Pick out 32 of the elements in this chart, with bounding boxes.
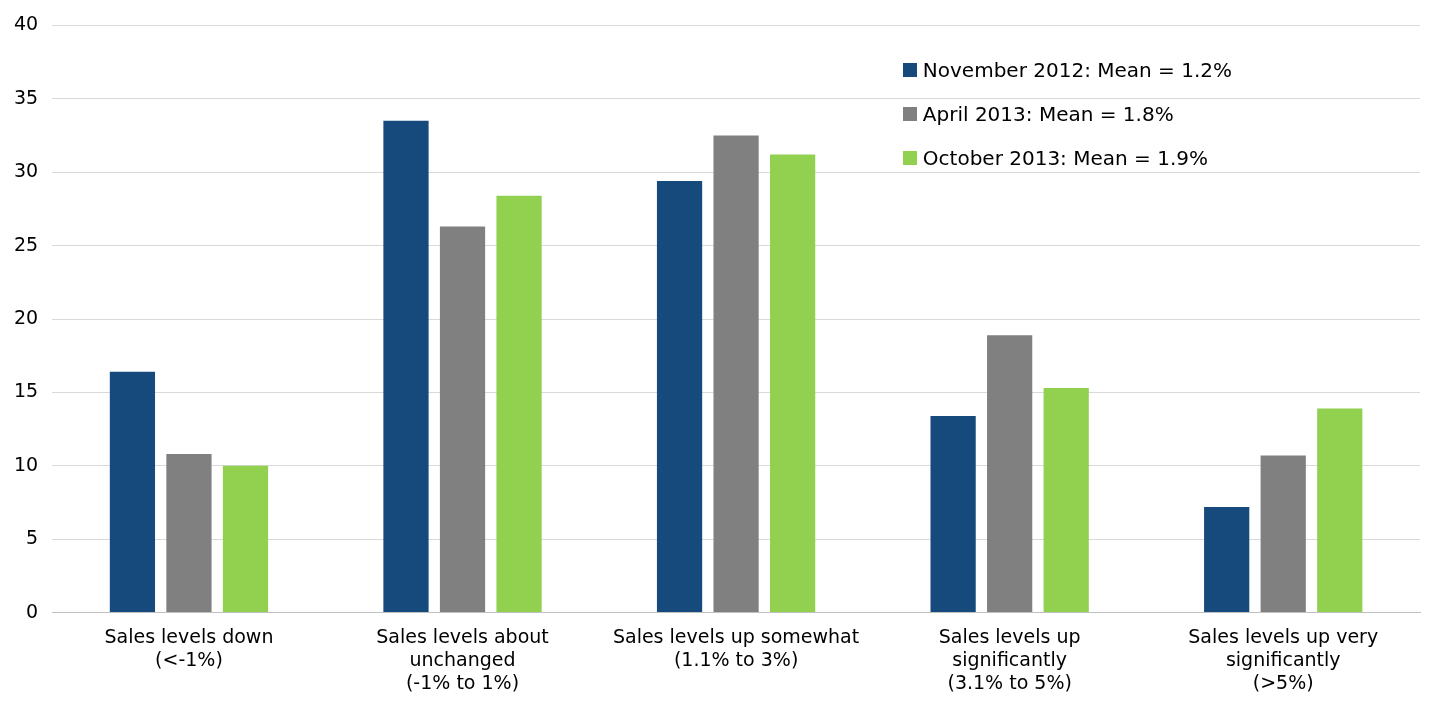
y-tick-label: 10 [13,452,39,475]
bar [109,371,156,613]
y-tick-label: 5 [26,526,39,549]
bar [439,226,486,613]
bar [222,465,269,613]
bar [496,195,542,613]
y-tick-label: 30 [13,159,39,182]
bar [1204,506,1250,613]
bar [383,120,429,613]
x-tick-label: Sales levels up very significantly (>5%) [1188,624,1379,693]
legend-label: November 2012: Mean = 1.2% [922,58,1232,82]
bar [1260,455,1306,613]
legend-label: October 2013: Mean = 1.9% [922,146,1208,170]
bar [987,335,1033,613]
bar [656,181,703,613]
bar [1317,408,1363,613]
y-tick-label: 25 [13,232,39,255]
y-tick-label: 0 [26,599,39,622]
bar [770,154,816,613]
x-tick-label: Sales levels up somewhat (1.1% to 3%) [612,624,860,670]
bar [1043,388,1089,613]
x-tick-label: Sales levels about unchanged (-1% to 1%) [376,624,549,693]
bar [713,135,759,613]
y-tick-label: 35 [13,85,39,108]
y-tick-label: 15 [13,379,39,402]
y-tick-label: 40 [13,12,39,35]
y-tick-label: 20 [13,305,39,328]
bar [930,415,976,613]
legend-label: April 2013: Mean = 1.8% [922,102,1174,126]
bar [166,454,212,613]
x-tick-label: Sales levels up significantly (3.1% to 5%) [938,624,1081,693]
x-tick-label: Sales levels down (<-1%) [104,624,274,670]
